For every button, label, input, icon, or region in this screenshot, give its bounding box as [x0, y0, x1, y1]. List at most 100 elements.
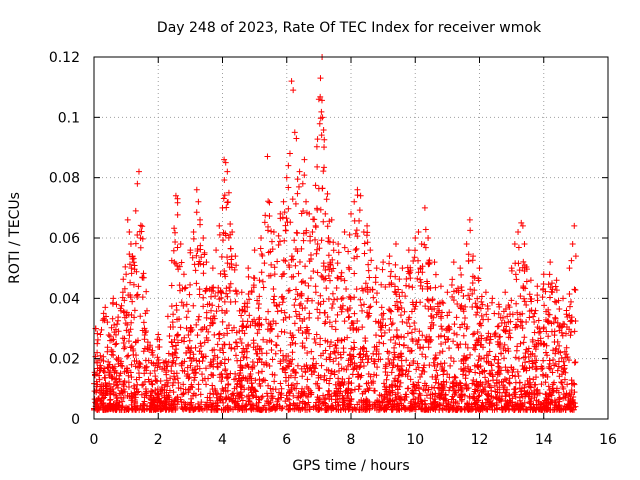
- scatter-point-cloud: [478, 322, 485, 329]
- scatter-point-cloud: [478, 293, 485, 300]
- scatter-point-cloud: [265, 198, 272, 205]
- scatter-point: [351, 198, 358, 205]
- scatter-point-cloud: [108, 324, 115, 331]
- scatter-point-cloud: [124, 367, 131, 374]
- scatter-point-cloud: [292, 340, 299, 347]
- scatter-point-cloud: [387, 273, 394, 280]
- scatter-point: [100, 310, 107, 317]
- scatter-point-cloud: [417, 276, 424, 283]
- scatter-point-cloud: [372, 279, 379, 286]
- scatter-point-cloud: [354, 401, 361, 408]
- scatter-point-cloud: [517, 322, 524, 329]
- scatter-point-cloud: [411, 319, 418, 326]
- scatter-point-cloud: [561, 376, 568, 383]
- scatter-point-cloud: [223, 290, 230, 297]
- scatter-point-cloud: [314, 306, 321, 313]
- scatter-point: [527, 277, 534, 284]
- scatter-point-cloud: [328, 368, 335, 375]
- scatter-point-cloud: [275, 395, 282, 402]
- scatter-point-cloud: [292, 262, 299, 269]
- scatter-point-cloud: [218, 378, 225, 385]
- scatter-point-cloud: [373, 299, 380, 306]
- scatter-point: [482, 289, 489, 296]
- scatter-point: [373, 265, 380, 272]
- scatter-point-cloud: [358, 397, 365, 404]
- scatter-point-cloud: [513, 276, 520, 283]
- scatter-point-cloud: [553, 402, 560, 409]
- scatter-point-cloud: [421, 362, 428, 369]
- scatter-point-cloud: [515, 355, 522, 362]
- scatter-point-cloud: [393, 298, 400, 305]
- scatter-point-cloud: [477, 341, 484, 348]
- scatter-point-cloud: [171, 336, 178, 343]
- scatter-point-cloud: [494, 386, 501, 393]
- scatter-point-cloud: [299, 405, 306, 412]
- scatter-point-cloud: [318, 97, 325, 104]
- scatter-point-cloud: [219, 318, 226, 325]
- scatter-point-cloud: [268, 228, 275, 235]
- scatter-point-cloud: [519, 393, 526, 400]
- scatter-point-cloud: [491, 356, 498, 363]
- scatter-point-cloud: [348, 356, 355, 363]
- scatter-point-cloud: [236, 394, 243, 401]
- scatter-point-cloud: [443, 379, 450, 386]
- scatter-point-cloud: [561, 362, 568, 369]
- scatter-point-cloud: [500, 382, 507, 389]
- scatter-point-cloud: [517, 293, 524, 300]
- scatter-point-cloud: [186, 401, 193, 408]
- scatter-point-cloud: [326, 319, 333, 326]
- scatter-point-cloud: [440, 368, 447, 375]
- scatter-point-cloud: [437, 332, 444, 339]
- scatter-point-cloud: [351, 365, 358, 372]
- scatter-point-cloud: [292, 200, 299, 207]
- scatter-point: [127, 241, 134, 248]
- scatter-point-cloud: [324, 223, 331, 230]
- scatter-point-cloud: [345, 264, 352, 271]
- scatter-point-cloud: [488, 387, 495, 394]
- scatter-point-cloud: [178, 259, 185, 266]
- scatter-point: [280, 198, 287, 205]
- scatter-point-cloud: [96, 376, 103, 383]
- scatter-point-cloud: [495, 323, 502, 330]
- scatter-point: [148, 349, 155, 356]
- scatter-point-cloud: [394, 362, 401, 369]
- scatter-point-cloud: [213, 394, 220, 401]
- scatter-point-cloud: [266, 199, 273, 206]
- scatter-point-cloud: [333, 396, 340, 403]
- scatter-point-cloud: [91, 372, 98, 379]
- scatter-point-cloud: [429, 373, 436, 380]
- scatter-point-cloud: [94, 401, 101, 408]
- scatter-point-cloud: [436, 406, 443, 413]
- scatter-point-cloud: [332, 381, 339, 388]
- scatter-point-cloud: [140, 348, 147, 355]
- scatter-point-cloud: [572, 359, 579, 366]
- scatter-point-cloud: [221, 176, 228, 183]
- scatter-point-cloud: [394, 378, 401, 385]
- scatter-point-cloud: [406, 323, 413, 330]
- scatter-point-cloud: [114, 321, 121, 328]
- scatter-point-cloud: [379, 399, 386, 406]
- scatter-point-cloud: [148, 380, 155, 387]
- scatter-point: [142, 310, 149, 317]
- scatter-point-cloud: [125, 372, 132, 379]
- scatter-point-cloud: [177, 396, 184, 403]
- scatter-point-cloud: [317, 341, 324, 348]
- scatter-point-cloud: [157, 377, 164, 384]
- scatter-point-cloud: [558, 324, 565, 331]
- scatter-point-cloud: [532, 359, 539, 366]
- scatter-point-cloud: [534, 297, 541, 304]
- scatter-point-cloud: [335, 375, 342, 382]
- scatter-point-cloud: [386, 260, 393, 267]
- scatter-point-cloud: [357, 350, 364, 357]
- scatter-point-cloud: [349, 371, 356, 378]
- scatter-point: [571, 222, 578, 229]
- scatter-point-cloud: [326, 380, 333, 387]
- scatter-point-cloud: [327, 350, 334, 357]
- scatter-point-cloud: [196, 286, 203, 293]
- scatter-point-cloud: [338, 337, 345, 344]
- scatter-point-cloud: [152, 387, 159, 394]
- scatter-point-cloud: [312, 236, 319, 243]
- scatter-point-cloud: [171, 376, 178, 383]
- scatter-point-cloud: [254, 350, 261, 357]
- scatter-point-cloud: [128, 397, 135, 404]
